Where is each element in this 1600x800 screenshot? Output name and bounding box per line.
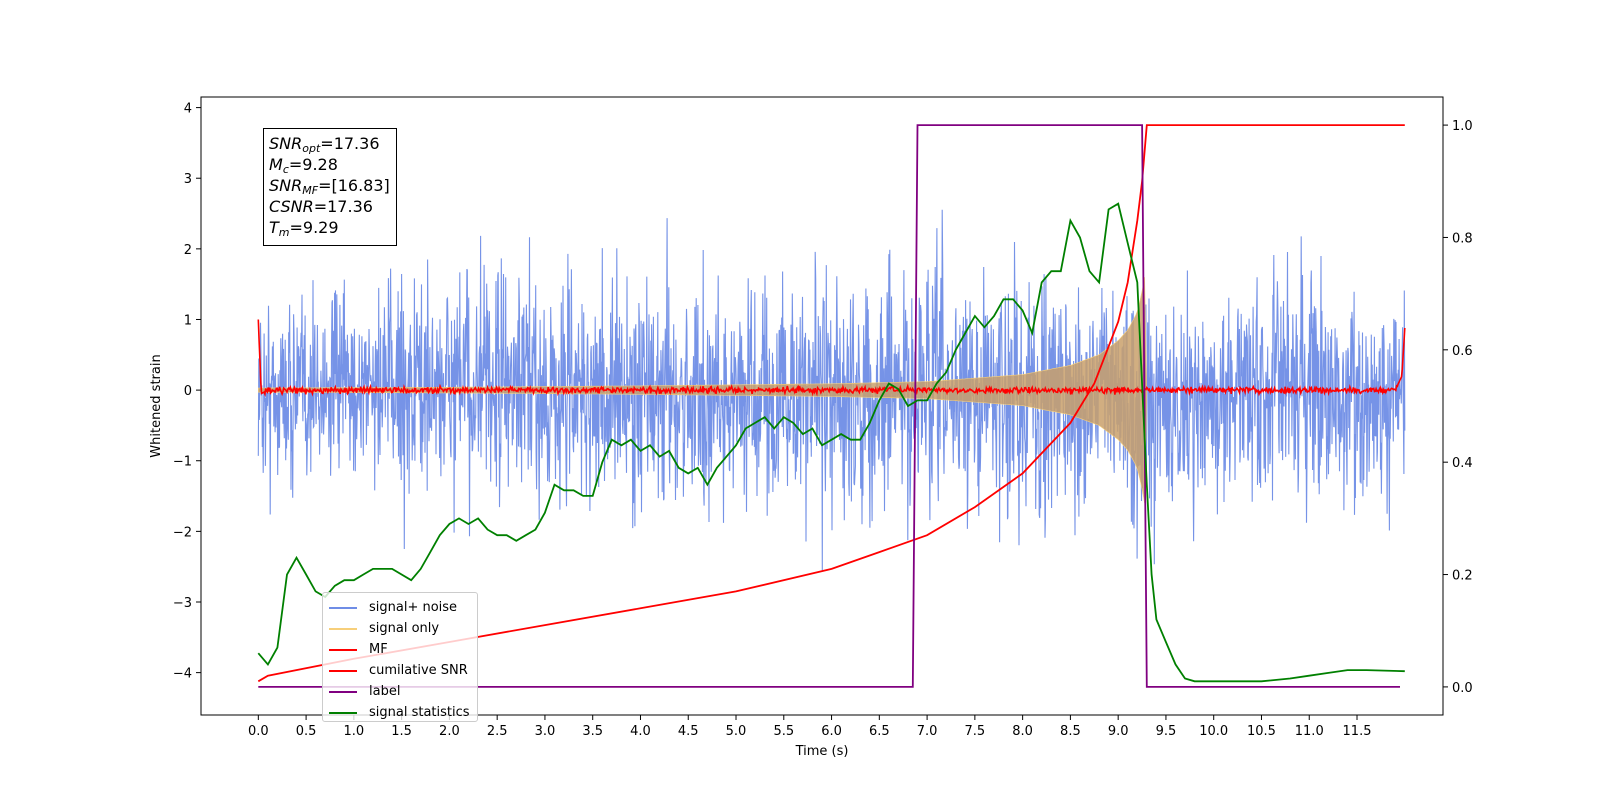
x-tick-label: 3.5 bbox=[582, 724, 603, 739]
x-tick-label: 6.5 bbox=[869, 724, 890, 739]
mf-series-line bbox=[257, 319, 1406, 397]
legend: signal+ noise signal only MF cumilative … bbox=[322, 592, 478, 722]
y-right-tick-label: 1.0 bbox=[1452, 119, 1473, 134]
y-left-tick-label: 1 bbox=[184, 313, 192, 328]
y-left-tick-label: −4 bbox=[173, 667, 192, 682]
x-tick-label: 0.0 bbox=[248, 724, 269, 739]
y-left-tick-label: 4 bbox=[184, 102, 192, 117]
legend-swatch bbox=[329, 711, 357, 714]
y-right-tick-label: 0.4 bbox=[1452, 456, 1473, 471]
x-tick-label: 4.5 bbox=[678, 724, 699, 739]
y-right-tick-label: 0.2 bbox=[1452, 569, 1473, 584]
snr-opt-annotation: SNRopt=17.36 bbox=[269, 134, 380, 155]
tm-annotation: Tm=9.29 bbox=[269, 218, 339, 239]
x-tick-label: 9.0 bbox=[1108, 724, 1129, 739]
x-tick-label: 2.5 bbox=[487, 724, 508, 739]
x-axis: 0.0 0.5 1.0 1.5 2.0 2.5 3.0 3.5 4.0 4.5 5.0 5.5 6.0 6… bbox=[248, 715, 1372, 739]
y-left-tick-label: −1 bbox=[173, 455, 192, 470]
y-left-tick-label: 3 bbox=[184, 172, 192, 187]
x-tick-label: 1.5 bbox=[391, 724, 412, 739]
legend-swatch bbox=[329, 648, 357, 651]
plot-frame bbox=[200, 96, 1444, 716]
csnr-annotation: CSNR=17.36 bbox=[269, 197, 373, 216]
legend-label: signal+ noise bbox=[369, 600, 458, 615]
x-tick-label: 10.0 bbox=[1199, 724, 1228, 739]
legend-item-signal-noise: signal+ noise bbox=[329, 597, 477, 618]
legend-swatch bbox=[329, 606, 357, 609]
y-axis-left: 4 3 2 1 0 −1 −2 −3 −4 bbox=[173, 102, 201, 682]
y-right-tick-label: 0.0 bbox=[1452, 681, 1473, 696]
legend-item-mf: MF bbox=[329, 639, 477, 660]
signal-noise-series bbox=[257, 209, 1406, 571]
x-tick-label: 5.5 bbox=[773, 724, 794, 739]
x-axis-label: Time (s) bbox=[795, 744, 849, 759]
x-tick-label: 0.5 bbox=[296, 724, 317, 739]
y-left-tick-label: −3 bbox=[173, 596, 192, 611]
snr-annotation-box: SNRopt=17.36 Mc=9.28 SNRMF=[16.83] CSNR=… bbox=[263, 128, 397, 246]
legend-swatch bbox=[329, 669, 357, 672]
cumulative-snr-series-line bbox=[257, 124, 1405, 683]
x-tick-label: 9.5 bbox=[1156, 724, 1177, 739]
legend-item-label: label bbox=[329, 681, 477, 702]
y-axis-right: 1.0 0.8 0.6 0.4 0.2 0.0 bbox=[1443, 119, 1473, 696]
legend-swatch bbox=[329, 690, 357, 693]
legend-item-signal-only: signal only bbox=[329, 618, 477, 639]
legend-swatch bbox=[329, 627, 357, 630]
snr-mf-annotation: SNRMF=[16.83] bbox=[269, 176, 390, 197]
x-tick-label: 5.0 bbox=[726, 724, 747, 739]
x-tick-label: 4.0 bbox=[630, 724, 651, 739]
legend-item-cumulative-snr: cumilative SNR bbox=[329, 660, 477, 681]
x-tick-label: 2.0 bbox=[439, 724, 460, 739]
legend-label: signal statistics bbox=[369, 705, 470, 720]
signal-noise-line bbox=[257, 209, 1406, 571]
x-tick-label: 8.5 bbox=[1060, 724, 1081, 739]
x-tick-label: 11.5 bbox=[1343, 724, 1372, 739]
legend-item-signal-statistics: signal statistics bbox=[329, 702, 477, 723]
y-axis-label: Whitened strain bbox=[149, 354, 164, 457]
y-right-tick-label: 0.8 bbox=[1452, 231, 1473, 246]
legend-label: label bbox=[369, 684, 401, 699]
y-left-tick-label: 2 bbox=[184, 243, 192, 258]
legend-label: signal only bbox=[369, 621, 440, 636]
x-tick-label: 1.0 bbox=[344, 724, 365, 739]
x-tick-label: 7.0 bbox=[917, 724, 938, 739]
x-tick-label: 10.5 bbox=[1247, 724, 1276, 739]
legend-label: cumilative SNR bbox=[369, 663, 468, 678]
y-left-tick-label: 0 bbox=[184, 384, 192, 399]
x-tick-label: 8.0 bbox=[1012, 724, 1033, 739]
x-tick-label: 11.0 bbox=[1295, 724, 1324, 739]
y-left-tick-label: −2 bbox=[173, 525, 192, 540]
mc-annotation: Mc=9.28 bbox=[269, 155, 338, 176]
x-tick-label: 3.0 bbox=[535, 724, 556, 739]
signal-statistics-series-line bbox=[257, 202, 1405, 683]
y-right-tick-label: 0.6 bbox=[1452, 344, 1473, 359]
x-tick-label: 7.5 bbox=[965, 724, 986, 739]
x-tick-label: 6.0 bbox=[821, 724, 842, 739]
legend-label: MF bbox=[369, 642, 388, 657]
label-series-line bbox=[258, 124, 1400, 688]
